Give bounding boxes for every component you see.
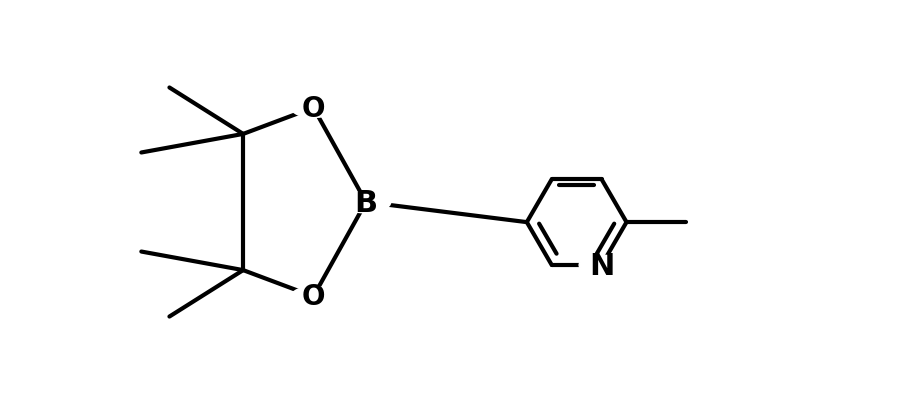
Circle shape xyxy=(342,192,390,213)
Circle shape xyxy=(579,255,624,275)
Text: O: O xyxy=(302,94,325,122)
Text: B: B xyxy=(354,188,378,217)
Text: N: N xyxy=(589,251,614,280)
Text: O: O xyxy=(302,283,325,311)
Circle shape xyxy=(291,287,336,306)
Circle shape xyxy=(291,99,336,118)
